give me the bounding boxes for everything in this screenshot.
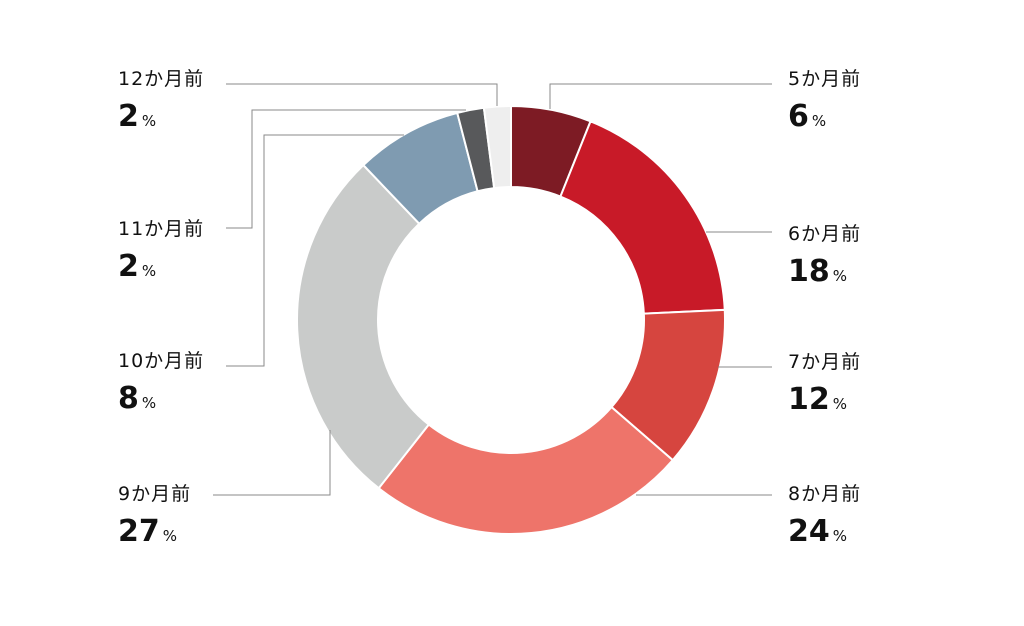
percent-unit: % — [832, 267, 848, 285]
slice-label-8: 12か月前 2% — [118, 70, 204, 132]
percent-value: 2% — [118, 249, 157, 284]
slice-label-6: 10か月前 8% — [118, 352, 204, 414]
category-name: 9か月前 — [118, 483, 192, 505]
category-name: 12か月前 — [118, 68, 205, 90]
percent-unit: % — [811, 112, 827, 130]
category-name: 11か月前 — [118, 218, 205, 240]
slice-label-3: 7か月前 12% — [788, 353, 861, 415]
category-name: 8か月前 — [788, 483, 862, 505]
category-name: 10か月前 — [118, 350, 205, 372]
slice-label-2: 6か月前 18% — [788, 225, 861, 287]
percent-unit: % — [141, 394, 157, 412]
percent-unit: % — [141, 262, 157, 280]
percent-value: 27% — [118, 514, 178, 549]
percent-value: 24% — [788, 514, 848, 549]
percent-value: 18% — [788, 254, 848, 289]
slice-5 — [296, 163, 431, 490]
percent-value: 2% — [118, 99, 157, 134]
percent-unit: % — [141, 112, 157, 130]
percent-value: 12% — [788, 382, 848, 417]
category-name: 7か月前 — [788, 351, 862, 373]
leader-line-6 — [226, 134, 404, 367]
percent-unit: % — [832, 395, 848, 413]
category-name: 5か月前 — [788, 68, 862, 90]
slice-label-4: 8か月前 24% — [788, 485, 861, 547]
slice-label-7: 11か月前 2% — [118, 220, 204, 282]
leader-line-1 — [549, 83, 772, 109]
slice-label-5: 9か月前 27% — [118, 485, 191, 547]
leader-line-5 — [213, 430, 331, 496]
slice-8 — [482, 104, 512, 190]
category-name: 6か月前 — [788, 223, 862, 245]
percent-value: 8% — [118, 381, 157, 416]
slice-4 — [377, 405, 675, 535]
leader-line-7 — [226, 109, 466, 229]
slice-label-1: 5か月前 6% — [788, 70, 861, 132]
percent-unit: % — [162, 527, 178, 545]
percent-value: 6% — [788, 99, 827, 134]
percent-unit: % — [832, 527, 848, 545]
slice-2 — [559, 120, 726, 315]
leader-line-8 — [226, 83, 498, 106]
